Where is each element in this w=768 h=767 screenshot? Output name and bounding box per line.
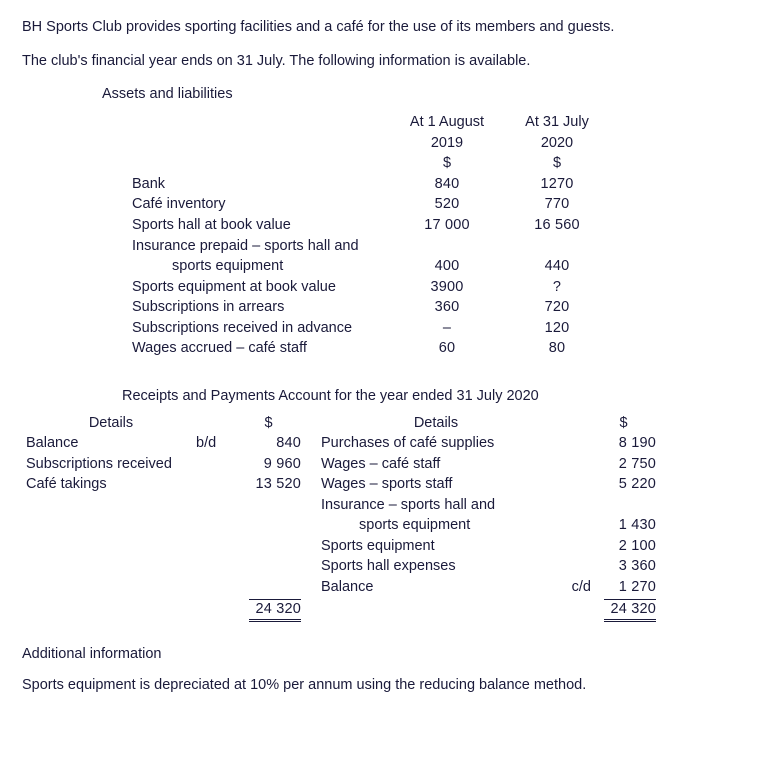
rp-right-sub — [551, 557, 591, 578]
row-value: 840 — [392, 174, 502, 195]
row-value — [502, 236, 612, 257]
table-row: Balance c/d 1 270 — [26, 578, 656, 599]
rp-right-label: Wages – café staff — [307, 454, 551, 475]
rp-left-amount: 9 960 — [236, 454, 307, 475]
rp-header-amount: $ — [236, 413, 307, 434]
additional-info-title: Additional information — [22, 645, 746, 665]
rp-left-sub — [196, 454, 236, 475]
row-value: 80 — [502, 339, 612, 360]
table-row: Sports equipment 2 100 — [26, 536, 656, 557]
rp-total-left: 24 320 — [249, 599, 301, 623]
row-value: 770 — [502, 195, 612, 216]
rp-right-label: Wages – sports staff — [307, 475, 551, 496]
row-label: Wages accrued – café staff — [132, 339, 392, 360]
rp-right-sub: c/d — [551, 578, 591, 599]
col-header-year2: 2020 — [502, 133, 612, 154]
rp-right-amount: 2 100 — [591, 536, 656, 557]
rp-right-label: Balance — [307, 578, 551, 599]
rp-header-details: Details — [26, 413, 196, 434]
rp-right-sub — [551, 516, 591, 537]
col-header-jul: At 31 July — [502, 113, 612, 134]
table-row: Sports equipment at book value 3900 ? — [132, 277, 612, 298]
row-label: Subscriptions received in advance — [132, 318, 392, 339]
currency-symbol: $ — [502, 154, 612, 175]
row-value: 360 — [392, 298, 502, 319]
table-row: Balance b/d 840 Purchases of café suppli… — [26, 434, 656, 455]
row-label: Insurance prepaid – sports hall and — [132, 236, 392, 257]
rp-left-sub — [196, 475, 236, 496]
row-value: 520 — [392, 195, 502, 216]
rp-right-amount: 2 750 — [591, 454, 656, 475]
row-value: – — [392, 318, 502, 339]
row-value: 17 000 — [392, 216, 502, 237]
rp-left-label: Subscriptions received — [26, 454, 196, 475]
table-row: Wages accrued – café staff 60 80 — [132, 339, 612, 360]
table-row: Sports hall expenses 3 360 — [26, 557, 656, 578]
totals-row: 24 320 24 320 — [26, 598, 656, 623]
assets-liabilities-title: Assets and liabilities — [102, 85, 746, 105]
row-label: Sports hall at book value — [132, 216, 392, 237]
row-value: ? — [502, 277, 612, 298]
row-label: Subscriptions in arrears — [132, 298, 392, 319]
rp-header-details: Details — [307, 413, 551, 434]
rp-right-amount — [591, 495, 656, 516]
row-label-indent: sports equipment — [132, 257, 283, 277]
table-row: Subscriptions received 9 960 Wages – caf… — [26, 454, 656, 475]
rp-total-right: 24 320 — [604, 599, 656, 623]
assets-liabilities-table: At 1 August At 31 July 2019 2020 $ $ Ban… — [132, 113, 612, 360]
rp-right-sub — [551, 454, 591, 475]
col-header-aug: At 1 August — [392, 113, 502, 134]
col-header-year1: 2019 — [392, 133, 502, 154]
table-row: sports equipment 400 440 — [132, 257, 612, 278]
row-label: Café inventory — [132, 195, 392, 216]
rp-right-label: Purchases of café supplies — [307, 434, 551, 455]
table-row: Sports hall at book value 17 000 16 560 — [132, 216, 612, 237]
currency-symbol: $ — [392, 154, 502, 175]
additional-info-text: Sports equipment is depreciated at 10% p… — [22, 676, 746, 696]
row-value: 1270 — [502, 174, 612, 195]
row-value: 720 — [502, 298, 612, 319]
row-label: Bank — [132, 174, 392, 195]
rp-right-amount: 1 430 — [591, 516, 656, 537]
rp-left-amount: 840 — [236, 434, 307, 455]
rp-right-sub — [551, 536, 591, 557]
rp-right-label-indent: sports equipment — [321, 517, 470, 533]
rp-right-sub — [551, 434, 591, 455]
rp-header-amount: $ — [591, 413, 656, 434]
row-value: 400 — [392, 257, 502, 278]
rp-right-amount: 5 220 — [591, 475, 656, 496]
row-value — [392, 236, 502, 257]
rp-left-label: Balance — [26, 434, 196, 455]
table-row: Café takings 13 520 Wages – sports staff… — [26, 475, 656, 496]
row-value: 16 560 — [502, 216, 612, 237]
table-row: Café inventory 520 770 — [132, 195, 612, 216]
table-row: Insurance prepaid – sports hall and — [132, 236, 612, 257]
rp-right-sub — [551, 475, 591, 496]
table-row: sports equipment 1 430 — [26, 516, 656, 537]
row-value: 120 — [502, 318, 612, 339]
table-row: Bank 840 1270 — [132, 174, 612, 195]
intro-paragraph-2: The club's financial year ends on 31 Jul… — [22, 52, 746, 72]
row-label: Sports equipment at book value — [132, 277, 392, 298]
rp-right-sub — [551, 495, 591, 516]
rp-right-label: Sports equipment — [307, 536, 551, 557]
receipts-payments-title: Receipts and Payments Account for the ye… — [122, 387, 746, 407]
rp-right-label: Insurance – sports hall and — [307, 495, 551, 516]
rp-right-amount: 8 190 — [591, 434, 656, 455]
rp-right-amount: 3 360 — [591, 557, 656, 578]
row-value: 3900 — [392, 277, 502, 298]
rp-right-label: Sports hall expenses — [307, 557, 551, 578]
intro-paragraph-1: BH Sports Club provides sporting facilit… — [22, 18, 746, 38]
table-row: Insurance – sports hall and — [26, 495, 656, 516]
row-value: 440 — [502, 257, 612, 278]
row-value: 60 — [392, 339, 502, 360]
rp-left-label: Café takings — [26, 475, 196, 496]
rp-left-amount: 13 520 — [236, 475, 307, 496]
table-row: Subscriptions received in advance – 120 — [132, 318, 612, 339]
rp-right-amount: 1 270 — [591, 578, 656, 599]
receipts-payments-table: Details $ Details $ Balance b/d 840 Purc… — [26, 413, 656, 623]
rp-left-sub: b/d — [196, 434, 236, 455]
table-row: Subscriptions in arrears 360 720 — [132, 298, 612, 319]
